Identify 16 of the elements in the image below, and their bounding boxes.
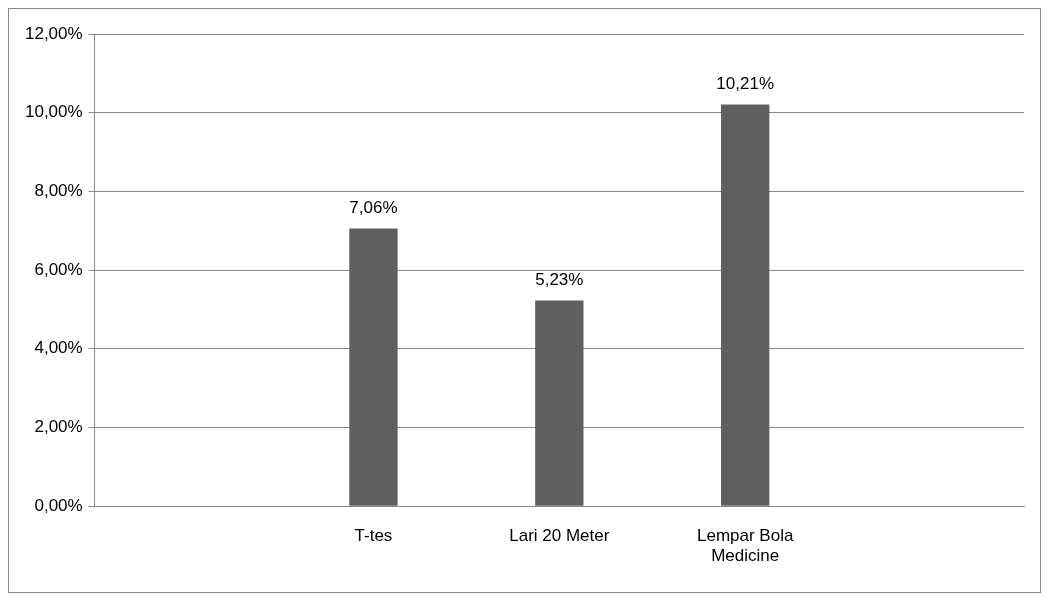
y-tick-label: 12,00% [24,23,83,43]
x-tick-label: Lempar Bola Medicine [697,526,794,566]
y-tick-label: 2,00% [34,417,83,437]
x-tick-label: Lari 20 Meter [509,526,610,546]
y-tick-label: 4,00% [34,338,83,358]
y-tick-label: 0,00% [34,495,83,515]
y-tick-label: 8,00% [34,181,83,201]
data-label: 5,23% [535,269,584,289]
y-tick-label: 10,00% [24,102,83,122]
data-label: 10,21% [716,73,775,93]
bar [721,104,770,506]
x-tick-label: T-tes [354,526,393,546]
y-tick-label: 6,00% [34,259,83,279]
data-label: 7,06% [349,197,398,217]
bar [535,300,584,506]
bar [349,228,398,506]
